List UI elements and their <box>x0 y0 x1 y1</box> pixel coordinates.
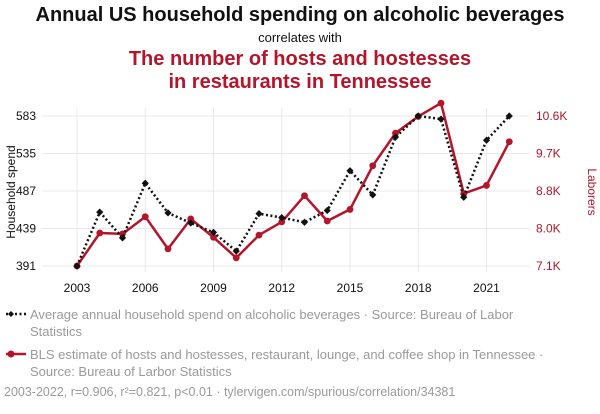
legend-item-hosts-hostesses: BLS estimate of hosts and hostesses, res… <box>4 346 544 380</box>
y-axis-right-label: Laborers <box>585 168 599 215</box>
line-chart: 2003 2006 2009 2012 2015 2018 2021 391 439 487 53… <box>4 99 599 295</box>
data-point-household-spend <box>187 219 195 227</box>
data-point-household-spend <box>278 213 286 222</box>
data-point-hosts-hostesses <box>323 217 331 225</box>
data-point-household-spend <box>96 208 104 216</box>
series-hosts-hostesses <box>73 99 513 270</box>
gridlines <box>42 108 530 272</box>
y-right-tick-label: 8.8K <box>536 184 561 198</box>
y-right-tick-label: 7.1K <box>536 259 561 273</box>
data-point-household-spend <box>460 193 468 201</box>
data-point-hosts-hostesses <box>255 231 263 239</box>
data-point-household-spend <box>141 179 149 187</box>
correlates-text: correlates with <box>258 30 342 45</box>
data-point-household-spend <box>164 209 172 217</box>
data-point-household-spend <box>209 228 218 237</box>
data-point-household-spend <box>232 247 240 255</box>
chart-subtitle: The number of hosts and hostesses in res… <box>0 48 600 94</box>
y-right-tick-label: 10.6K <box>536 109 567 123</box>
data-point-hosts-hostesses <box>141 213 149 221</box>
legend-swatch-household-spend <box>6 311 26 317</box>
data-point-household-spend <box>255 210 263 218</box>
x-tick-label: 2021 <box>473 281 500 295</box>
x-axis: 2003 2006 2009 2012 2015 2018 2021 <box>64 281 501 295</box>
data-point-hosts-hostesses <box>505 138 513 146</box>
data-point-hosts-hostesses <box>483 182 490 189</box>
data-point-household-spend <box>505 112 513 120</box>
data-point-hosts-hostesses <box>164 245 172 253</box>
y-left-tick-label: 583 <box>16 109 36 123</box>
legend-item-household-spend: Average annual household spend on alcoho… <box>4 306 544 340</box>
series-household-spend <box>73 112 513 270</box>
data-point-household-spend <box>482 136 491 144</box>
x-tick-label: 2006 <box>132 281 159 295</box>
x-tick-label: 2012 <box>268 281 295 295</box>
y-axis-right: 7.1K 8.0K 8.8K 9.7K 10.6K <box>536 109 567 273</box>
data-point-hosts-hostesses <box>232 254 240 262</box>
data-point-hosts-hostesses <box>278 218 286 226</box>
legend-label-hosts-hostesses: BLS estimate of hosts and hostesses, res… <box>30 347 544 379</box>
data-point-household-spend <box>391 133 400 141</box>
legend-label-household-spend: Average annual household spend on alcoho… <box>30 307 514 339</box>
y-left-tick-label: 535 <box>16 147 36 161</box>
data-point-household-spend <box>73 262 81 270</box>
series-line-hosts-hostesses <box>75 101 511 267</box>
data-point-household-spend <box>300 218 309 226</box>
x-tick-label: 2003 <box>64 281 91 295</box>
data-point-household-spend <box>414 112 422 120</box>
chart-title: Annual US household spending on alcoholi… <box>35 4 565 26</box>
data-point-household-spend <box>118 234 127 242</box>
data-point-household-spend <box>369 191 377 199</box>
y-left-tick-label: 439 <box>16 222 36 236</box>
series-line-household-spend <box>75 114 511 267</box>
data-point-hosts-hostesses <box>369 162 377 170</box>
legend-swatch-hosts-hostesses <box>6 350 26 358</box>
footer-stats: 2003-2022, r=0.906, r²=0.821, p<0.01 · t… <box>4 385 456 399</box>
data-point-hosts-hostesses <box>96 229 104 237</box>
data-point-hosts-hostesses <box>437 99 445 107</box>
x-tick-label: 2018 <box>405 281 432 295</box>
y-axis-left-label: Household spend <box>4 145 18 238</box>
subtitle-line-1: The number of hosts and hostesses <box>128 48 472 70</box>
data-point-hosts-hostesses <box>187 215 195 223</box>
data-point-hosts-hostesses <box>210 233 217 241</box>
y-left-tick-label: 487 <box>16 184 36 198</box>
y-right-tick-label: 8.0K <box>536 222 561 236</box>
x-tick-label: 2009 <box>200 281 227 295</box>
y-right-tick-label: 9.7K <box>536 147 561 161</box>
data-point-household-spend <box>346 167 354 175</box>
data-point-hosts-hostesses <box>346 206 354 213</box>
subtitle-line-2: in restaurants in Tennessee <box>168 71 432 93</box>
x-tick-label: 2015 <box>337 281 364 295</box>
data-point-hosts-hostesses <box>301 192 308 200</box>
data-point-household-spend <box>323 206 331 215</box>
y-left-tick-label: 391 <box>16 259 36 273</box>
data-point-household-spend <box>437 115 445 123</box>
y-axis-left: 391 439 487 535 583 <box>16 109 36 273</box>
